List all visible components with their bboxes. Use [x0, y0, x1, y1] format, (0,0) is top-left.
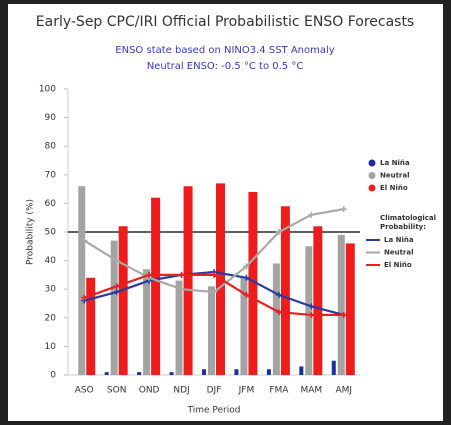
legend-title: Probability:: [380, 223, 426, 231]
bar: [86, 277, 96, 375]
x-tick-label: AMJ: [335, 386, 352, 396]
legend-label: La Niña: [380, 159, 410, 167]
x-tick-label: MAM: [300, 386, 322, 396]
y-tick-label: 0: [50, 371, 56, 381]
legend-swatch: [368, 172, 376, 179]
x-axis-label: Time Period: [187, 406, 241, 416]
x-tick-label: DJF: [207, 386, 222, 396]
y-tick-label: 100: [39, 85, 56, 95]
bar: [183, 186, 193, 375]
legend-swatch: [368, 184, 376, 192]
line-marker: [275, 291, 282, 298]
bar: [143, 269, 151, 375]
bar: [248, 191, 258, 375]
y-axis-label: Probability (%): [26, 199, 36, 265]
x-tick-label: ASO: [75, 386, 94, 396]
line-marker: [178, 271, 185, 278]
bar: [299, 366, 304, 375]
legend-label: Neutral: [380, 172, 410, 180]
y-tick-label: 70: [45, 170, 57, 180]
legend-swatch: [368, 159, 376, 167]
bar: [78, 186, 86, 375]
line-marker: [211, 289, 217, 296]
bar: [266, 369, 271, 375]
chart-title: Early-Sep CPC/IRI Official Probabilistic…: [36, 14, 414, 30]
y-tick-label: 30: [45, 285, 57, 295]
line-marker: [275, 229, 282, 235]
x-tick-label: JFM: [238, 386, 255, 396]
line-marker: [113, 283, 120, 290]
bar: [202, 369, 206, 375]
x-tick-label: FMA: [269, 386, 289, 396]
line-marker: [146, 271, 153, 278]
y-tick-label: 50: [45, 228, 57, 238]
legend-label: Neutral: [384, 249, 414, 257]
bar: [345, 243, 355, 375]
bar: [331, 360, 336, 375]
bar: [208, 286, 215, 375]
y-tick-label: 40: [45, 256, 57, 266]
bar: [104, 372, 109, 375]
line-marker: [340, 206, 347, 213]
legend-label: El Niño: [380, 184, 408, 192]
bar: [175, 280, 183, 375]
x-tick-label: NDJ: [173, 386, 189, 396]
line-marker: [308, 303, 315, 310]
legend-label: La Niña: [384, 236, 414, 244]
x-tick-label: SON: [107, 386, 127, 396]
y-tick-label: 60: [45, 199, 57, 209]
x-tick-label: OND: [139, 386, 160, 396]
bar: [313, 226, 323, 375]
bar: [110, 240, 118, 375]
y-tick-label: 90: [45, 113, 57, 123]
bar: [151, 197, 161, 375]
legend-label: El Niño: [384, 261, 412, 269]
line-marker: [243, 274, 250, 281]
line-marker: [243, 263, 250, 270]
bar: [337, 234, 345, 375]
line-marker: [113, 289, 120, 296]
line-marker: [113, 257, 120, 264]
line-marker: [178, 286, 185, 293]
bar: [280, 206, 290, 375]
bar: [118, 226, 128, 375]
bar: [240, 277, 248, 375]
legend-title: Climatological: [380, 214, 436, 222]
bar: [272, 263, 280, 375]
subtitle: Neutral ENSO: -0.5 °C to 0.5 °C: [147, 61, 304, 72]
bar: [169, 372, 174, 375]
line-marker: [275, 309, 282, 316]
line-marker: [243, 291, 250, 298]
line-marker: [81, 237, 88, 244]
subtitle: ENSO state based on NINO3.4 SST Anomaly: [115, 45, 334, 56]
line-marker: [308, 211, 315, 218]
y-tick-label: 80: [45, 142, 57, 152]
y-tick-label: 10: [45, 342, 57, 352]
y-tick-label: 20: [45, 313, 57, 323]
bar: [305, 246, 313, 375]
line-marker: [308, 311, 315, 318]
line-marker: [340, 311, 347, 318]
line-marker: [211, 271, 217, 278]
bar: [234, 369, 239, 375]
line-marker: [81, 294, 88, 301]
bar: [137, 372, 142, 375]
